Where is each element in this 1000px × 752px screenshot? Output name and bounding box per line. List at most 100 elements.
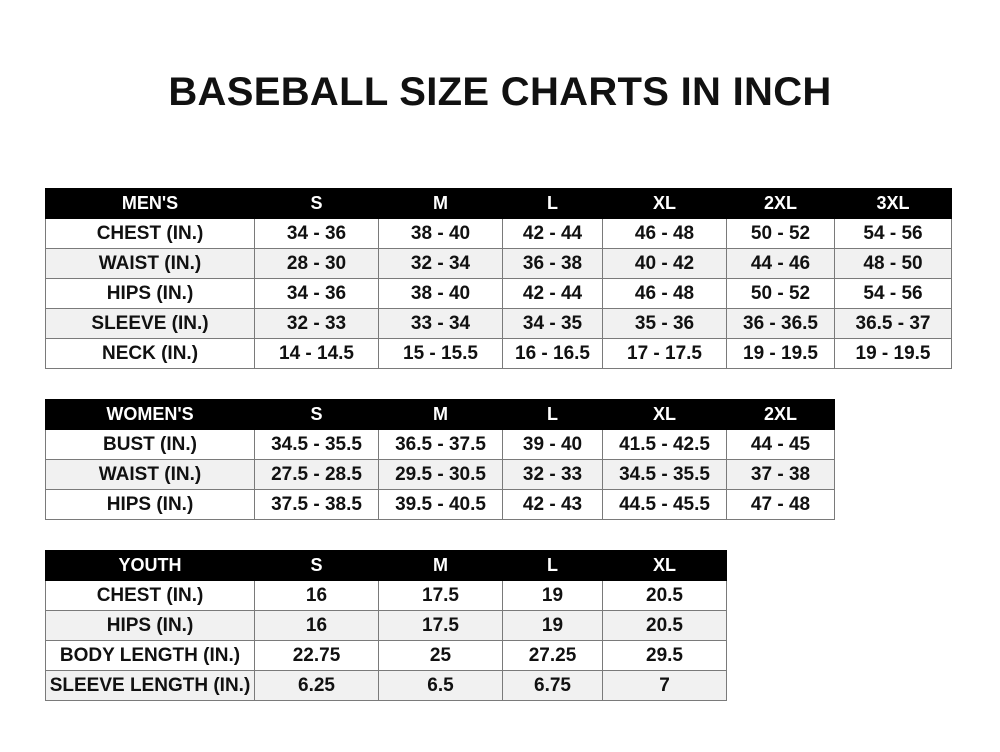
size-value: 37 - 38 (726, 459, 835, 490)
size-value: 34.5 - 35.5 (254, 429, 379, 460)
table-row: HIPS (IN.) 34 - 36 38 - 40 42 - 44 46 - 48 50… (45, 278, 952, 309)
size-value: 34 - 36 (254, 278, 379, 309)
size-value: 19 - 19.5 (726, 338, 835, 369)
size-value: 15 - 15.5 (378, 338, 503, 369)
size-value: 20.5 (602, 580, 727, 611)
size-value: 19 (502, 580, 603, 611)
table-row: WAIST (IN.) 28 - 30 32 - 34 36 - 38 40 - 42 4… (45, 248, 952, 279)
table-row: BUST (IN.) 34.5 - 35.5 36.5 - 37.5 39 - 40 4… (45, 429, 835, 460)
size-value: 22.75 (254, 640, 379, 671)
size-value: 17.5 (378, 580, 503, 611)
size-header: S (254, 399, 379, 430)
measurement-label: CHEST (IN.) (45, 218, 255, 249)
measurement-label: BUST (IN.) (45, 429, 255, 460)
size-value: 42 - 44 (502, 218, 603, 249)
size-header: S (254, 188, 379, 219)
size-header: M (378, 399, 503, 430)
size-value: 40 - 42 (602, 248, 727, 279)
header-row: MEN'S S M L XL 2XL 3XL (45, 188, 952, 219)
size-value: 35 - 36 (602, 308, 727, 339)
size-value: 48 - 50 (834, 248, 952, 279)
size-value: 46 - 48 (602, 218, 727, 249)
category-header: MEN'S (45, 188, 255, 219)
size-value: 6.75 (502, 670, 603, 701)
measurement-label: HIPS (IN.) (45, 610, 255, 641)
size-value: 33 - 34 (378, 308, 503, 339)
size-value: 34.5 - 35.5 (602, 459, 727, 490)
size-value: 37.5 - 38.5 (254, 489, 379, 520)
size-value: 38 - 40 (378, 218, 503, 249)
size-value: 32 - 33 (254, 308, 379, 339)
size-header: XL (602, 550, 727, 581)
size-value: 36.5 - 37.5 (378, 429, 503, 460)
size-header: 3XL (834, 188, 952, 219)
size-value: 27.25 (502, 640, 603, 671)
size-value: 42 - 43 (502, 489, 603, 520)
size-value: 34 - 36 (254, 218, 379, 249)
size-value: 34 - 35 (502, 308, 603, 339)
size-value: 17.5 (378, 610, 503, 641)
size-value: 50 - 52 (726, 278, 835, 309)
header-row: WOMEN'S S M L XL 2XL (45, 399, 835, 430)
size-value: 47 - 48 (726, 489, 835, 520)
table-row: SLEEVE (IN.) 32 - 33 33 - 34 34 - 35 35 - 36… (45, 308, 952, 339)
measurement-label: WAIST (IN.) (45, 248, 255, 279)
size-value: 46 - 48 (602, 278, 727, 309)
size-value: 17 - 17.5 (602, 338, 727, 369)
table-row: CHEST (IN.) 34 - 36 38 - 40 42 - 44 46 - 48 5… (45, 218, 952, 249)
size-value: 19 - 19.5 (834, 338, 952, 369)
size-value: 42 - 44 (502, 278, 603, 309)
size-value: 29.5 - 30.5 (378, 459, 503, 490)
size-header: XL (602, 188, 727, 219)
table-row: HIPS (IN.) 37.5 - 38.5 39.5 - 40.5 42 - 43 4… (45, 489, 835, 520)
size-value: 16 (254, 580, 379, 611)
size-value: 44 - 45 (726, 429, 835, 460)
size-value: 32 - 33 (502, 459, 603, 490)
size-value: 6.25 (254, 670, 379, 701)
size-value: 32 - 34 (378, 248, 503, 279)
table-row: CHEST (IN.) 16 17.5 19 20.5 (45, 580, 727, 611)
table-row: SLEEVE LENGTH (IN.) 6.25 6.5 6.75 7 (45, 670, 727, 701)
size-value: 44.5 - 45.5 (602, 489, 727, 520)
size-value: 29.5 (602, 640, 727, 671)
size-value: 41.5 - 42.5 (602, 429, 727, 460)
size-value: 50 - 52 (726, 218, 835, 249)
size-value: 36 - 38 (502, 248, 603, 279)
womens-size-table: WOMEN'S S M L XL 2XL BUST (IN.) 34.5 - 35.5 36.5… (45, 399, 835, 520)
size-value: 28 - 30 (254, 248, 379, 279)
size-value: 54 - 56 (834, 278, 952, 309)
size-value: 38 - 40 (378, 278, 503, 309)
table-row: HIPS (IN.) 16 17.5 19 20.5 (45, 610, 727, 641)
size-value: 39 - 40 (502, 429, 603, 460)
header-row: YOUTH S M L XL (45, 550, 727, 581)
size-value: 20.5 (602, 610, 727, 641)
mens-size-table: MEN'S S M L XL 2XL 3XL CHEST (IN.) 34 - 36 38 - 4… (45, 188, 952, 369)
youth-size-table: YOUTH S M L XL CHEST (IN.) 16 17.5 19 20.5 HIPS (I… (45, 550, 727, 701)
size-value: 16 - 16.5 (502, 338, 603, 369)
size-value: 54 - 56 (834, 218, 952, 249)
measurement-label: HIPS (IN.) (45, 489, 255, 520)
measurement-label: CHEST (IN.) (45, 580, 255, 611)
table-row: BODY LENGTH (IN.) 22.75 25 27.25 29.5 (45, 640, 727, 671)
size-value: 7 (602, 670, 727, 701)
size-value: 27.5 - 28.5 (254, 459, 379, 490)
table-row: NECK (IN.) 14 - 14.5 15 - 15.5 16 - 16.5 17 … (45, 338, 952, 369)
size-value: 36.5 - 37 (834, 308, 952, 339)
size-header: M (378, 188, 503, 219)
size-header: L (502, 399, 603, 430)
measurement-label: SLEEVE (IN.) (45, 308, 255, 339)
size-header: XL (602, 399, 727, 430)
size-value: 25 (378, 640, 503, 671)
size-header: S (254, 550, 379, 581)
category-header: YOUTH (45, 550, 255, 581)
measurement-label: NECK (IN.) (45, 338, 255, 369)
category-header: WOMEN'S (45, 399, 255, 430)
size-value: 39.5 - 40.5 (378, 489, 503, 520)
size-header: M (378, 550, 503, 581)
size-value: 16 (254, 610, 379, 641)
size-header: L (502, 188, 603, 219)
size-value: 36 - 36.5 (726, 308, 835, 339)
size-value: 44 - 46 (726, 248, 835, 279)
size-header: L (502, 550, 603, 581)
measurement-label: BODY LENGTH (IN.) (45, 640, 255, 671)
